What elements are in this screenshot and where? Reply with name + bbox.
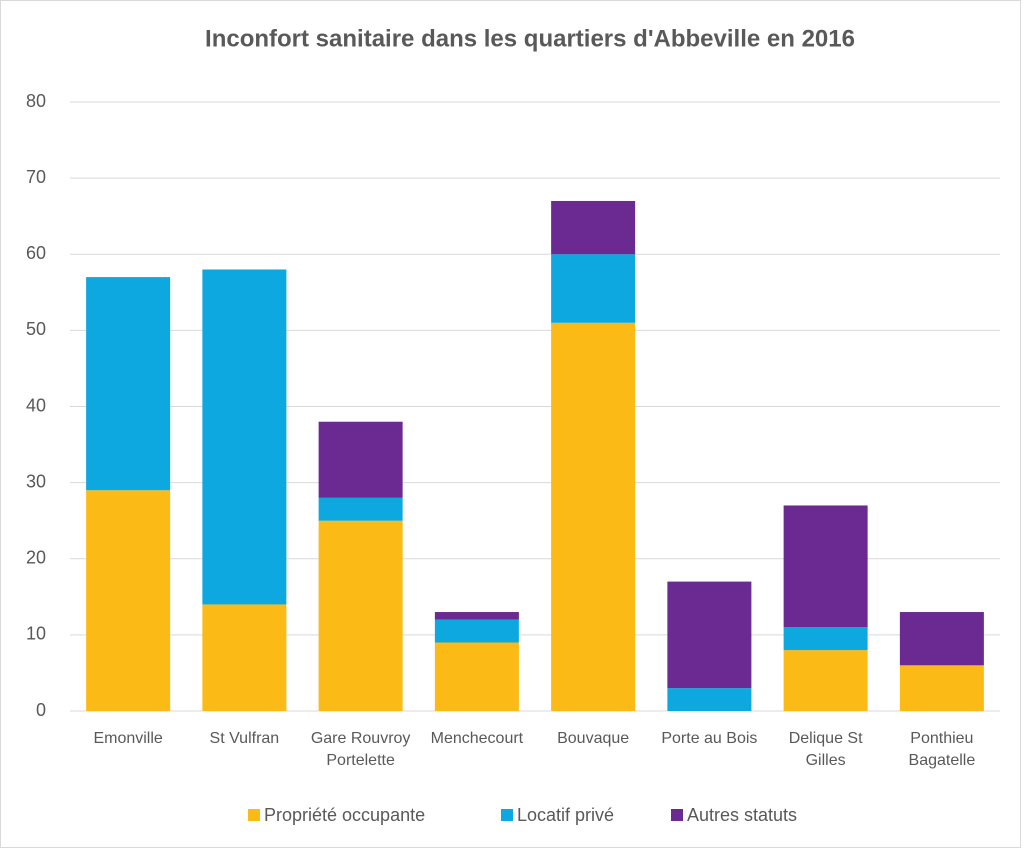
y-tick-label: 60	[26, 243, 46, 263]
bar-segment	[899, 665, 984, 711]
x-tick-label: Bouvaque	[557, 730, 630, 747]
bar-segment	[318, 421, 403, 498]
y-tick-label: 50	[26, 319, 46, 339]
bar-segment	[86, 490, 171, 711]
legend-label: Locatif privé	[517, 805, 614, 825]
legend-swatch	[248, 809, 260, 821]
bar-segment	[434, 642, 519, 711]
legend-swatch	[501, 809, 513, 821]
y-tick-label: 10	[26, 624, 46, 644]
x-tick-label: Gare Rouvroy Portelette	[310, 730, 411, 769]
y-tick-label: 0	[36, 700, 46, 720]
bar-segment	[202, 269, 287, 605]
bar-segment	[667, 688, 752, 711]
bar-segment	[783, 650, 868, 711]
bar-segment	[318, 520, 403, 711]
legend-swatch	[671, 809, 683, 821]
bar-segment	[783, 505, 868, 628]
x-tick-label: Emonville	[93, 730, 163, 747]
bar-segment	[318, 497, 403, 521]
bar-segment	[667, 581, 752, 689]
x-tick-label: Menchecourt	[430, 730, 524, 747]
y-tick-label: 20	[26, 548, 46, 568]
y-tick-label: 30	[26, 471, 46, 491]
x-tick-label: Porte au Bois	[661, 730, 758, 747]
x-tick-label: St Vulfran	[209, 730, 280, 747]
x-tick-label: Delique St Gilles	[788, 730, 863, 769]
y-tick-label: 70	[26, 167, 46, 187]
bar-segment	[551, 200, 636, 255]
bar-segment	[434, 619, 519, 643]
legend-label: Autres statuts	[687, 805, 797, 825]
bar-segment	[551, 322, 636, 711]
y-tick-label: 40	[26, 395, 46, 415]
y-tick-label: 80	[26, 91, 46, 111]
bar-segment	[899, 612, 984, 666]
chart-title: Inconfort sanitaire dans les quartiers d…	[205, 25, 855, 52]
bar-segment	[86, 277, 171, 491]
bar-segment	[551, 254, 636, 323]
bar-segment	[434, 612, 519, 620]
bar-segment	[783, 627, 868, 651]
x-tick-label: Ponthieu Bagatelle	[908, 730, 976, 769]
legend-label: Propriété occupante	[264, 805, 425, 825]
bar-segment	[202, 604, 287, 711]
